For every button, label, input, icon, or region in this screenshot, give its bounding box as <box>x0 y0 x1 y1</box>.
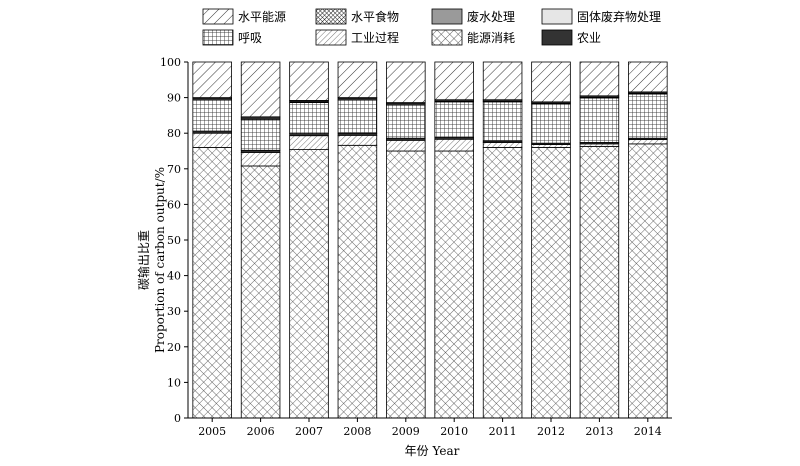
bar-segment <box>628 93 668 139</box>
x-tick-label: 2014 <box>634 425 662 438</box>
bar-segment <box>337 144 378 419</box>
y-axis-label-cn: 碳输出比重 <box>136 230 151 290</box>
bars <box>192 61 668 419</box>
bar-segment <box>579 61 620 97</box>
legend-label: 废水处理 <box>467 9 515 24</box>
y-tick-label: 0 <box>174 412 181 425</box>
bar-segment <box>531 147 571 419</box>
bar-segment <box>337 99 378 134</box>
legend-swatch <box>431 29 463 46</box>
legend-label: 呼吸 <box>238 31 262 45</box>
legend-swatch <box>315 8 347 25</box>
legend-label: 农业 <box>577 31 601 45</box>
bar-segment <box>434 138 474 152</box>
legend-swatch <box>431 8 463 25</box>
bar-segment <box>240 152 281 167</box>
legend-label: 水平食物 <box>351 9 399 24</box>
x-axis: 2005 2006 2007 2008 2009 2010 2011 2012 2013 2014 <box>188 417 672 438</box>
bar-segment <box>482 61 523 101</box>
legend-label: 水平能源 <box>238 10 286 24</box>
bar-segment <box>289 149 329 419</box>
bar-segment <box>531 61 571 103</box>
bar-segment <box>482 147 523 419</box>
legend-label: 固体废弃物处理 <box>577 9 661 24</box>
y-tick-label: 10 <box>167 376 181 389</box>
bar-segment <box>482 101 523 142</box>
x-axis-label: 年份 Year <box>405 444 460 458</box>
y-tick-label: 40 <box>167 270 181 283</box>
y-tick-label: 60 <box>167 198 181 211</box>
bar-segment <box>192 61 232 98</box>
y-tick-label: 20 <box>167 341 181 354</box>
legend-swatch <box>541 29 573 46</box>
bar-segment <box>337 134 378 146</box>
legend-label: 工业过程 <box>351 30 399 45</box>
bar-segment <box>240 118 281 151</box>
x-tick-label: 2010 <box>440 425 468 438</box>
bar-segment <box>289 135 329 150</box>
bar-segment <box>289 61 329 101</box>
y-tick-label: 90 <box>167 92 181 105</box>
y-tick-label: 30 <box>167 305 181 318</box>
x-tick-label: 2008 <box>343 425 371 438</box>
bar-segment <box>240 165 281 419</box>
bar-segment <box>240 61 281 118</box>
x-tick-label: 2005 <box>198 425 226 438</box>
legend-swatch <box>202 29 234 46</box>
x-tick-label: 2012 <box>537 425 565 438</box>
legend-swatch <box>315 29 347 46</box>
bar-segment <box>434 150 474 419</box>
bar-segment <box>192 132 232 148</box>
bar-segment <box>579 97 620 143</box>
bar-segment <box>434 61 474 101</box>
x-tick-label: 2006 <box>247 425 275 438</box>
y-axis-label-en: Proportion of carbon output/% <box>153 167 167 353</box>
legend-swatch <box>541 8 573 25</box>
x-tick-label: 2011 <box>489 425 517 438</box>
legend-label: 能源消耗 <box>467 31 515 45</box>
y-axis: 0 10 20 30 40 50 60 70 80 90 100 <box>160 56 189 425</box>
bar-segment <box>386 61 426 103</box>
bar-segment <box>482 142 523 148</box>
bar-segment <box>579 145 620 419</box>
y-tick-label: 80 <box>167 127 181 140</box>
y-tick-label: 50 <box>167 234 181 247</box>
x-tick-label: 2009 <box>392 425 420 438</box>
bar-segment <box>386 150 426 419</box>
y-axis-label: 碳输出比重 Proportion of carbon output/% <box>136 167 167 353</box>
bar-segment <box>337 61 378 98</box>
bar-segment <box>386 104 426 139</box>
y-tick-label: 100 <box>160 56 181 69</box>
bar-segment <box>434 101 474 138</box>
x-tick-label: 2007 <box>295 425 323 438</box>
bar-segment <box>628 143 668 419</box>
y-tick-label: 70 <box>167 163 181 176</box>
bar-segment <box>386 139 426 152</box>
bar-segment <box>531 103 571 144</box>
bar-segment <box>289 102 329 134</box>
bar-segment <box>531 144 571 148</box>
bar-segment <box>628 139 668 145</box>
legend-swatch <box>202 8 234 25</box>
x-tick-label: 2013 <box>585 425 613 438</box>
bar-segment <box>192 99 232 132</box>
bar-segment <box>192 147 232 419</box>
bar-segment <box>628 61 668 93</box>
